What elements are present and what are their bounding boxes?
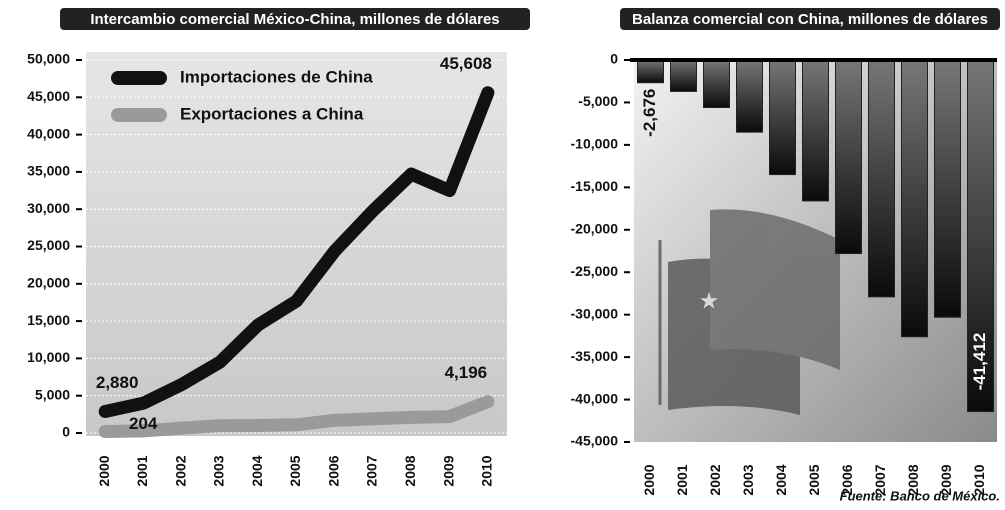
bar xyxy=(868,59,895,298)
x-tick-label: 2008 xyxy=(905,464,921,495)
legend-label: Importaciones de China xyxy=(180,67,373,86)
x-tick-label: 2001 xyxy=(134,455,150,486)
y-tick-label: -35,000 xyxy=(571,348,619,364)
title-bar xyxy=(620,8,1000,30)
x-tick-label: 2008 xyxy=(402,455,418,486)
x-tick-label: 2007 xyxy=(872,464,888,495)
y-tick-label: -15,000 xyxy=(571,178,619,194)
bar xyxy=(736,59,763,133)
line-series xyxy=(98,395,495,438)
data-label: 204 xyxy=(129,414,158,433)
bar xyxy=(703,59,730,109)
data-label: -2,676 xyxy=(640,89,659,137)
y-tick-label: 20,000 xyxy=(27,275,70,291)
y-tick-label: -20,000 xyxy=(571,220,619,236)
y-tick-label: 50,000 xyxy=(27,51,70,67)
x-tick-label: 2007 xyxy=(364,455,380,486)
line-series xyxy=(98,86,495,419)
x-tick-label: 2010 xyxy=(479,455,495,486)
y-tick-label: -5,000 xyxy=(578,93,618,109)
x-tick-label: 2003 xyxy=(740,464,756,495)
x-tick-label: 2005 xyxy=(287,455,303,486)
y-tick-label: -25,000 xyxy=(571,263,619,279)
bar xyxy=(637,59,664,84)
y-tick-label: -10,000 xyxy=(571,136,619,152)
y-tick-label: 15,000 xyxy=(27,312,70,328)
x-tick-label: 2005 xyxy=(806,464,822,495)
x-tick-label: 2000 xyxy=(96,455,112,486)
source-note: Fuente: Banco de México. xyxy=(840,488,1000,503)
title-bar xyxy=(60,8,530,30)
y-tick-label: 0 xyxy=(62,424,70,440)
y-tick-label: -45,000 xyxy=(571,433,619,449)
x-tick-label: 2002 xyxy=(172,455,188,486)
y-tick-label: 10,000 xyxy=(27,349,70,365)
bar xyxy=(802,59,829,202)
y-tick-label: 35,000 xyxy=(27,163,70,179)
x-tick-label: 2000 xyxy=(641,464,657,495)
bar xyxy=(769,59,796,176)
bar xyxy=(670,59,697,92)
y-tick-label: 0 xyxy=(610,51,618,67)
x-tick-label: 2003 xyxy=(211,455,227,486)
x-tick-label: 2009 xyxy=(938,464,954,495)
data-label: 4,196 xyxy=(445,363,488,382)
x-tick-label: 2002 xyxy=(707,464,723,495)
bar xyxy=(934,59,961,318)
x-tick-label: 2009 xyxy=(440,455,456,486)
x-tick-label: 2004 xyxy=(773,464,789,495)
bar xyxy=(901,59,928,338)
y-tick-label: 40,000 xyxy=(27,125,70,141)
x-tick-label: 2010 xyxy=(971,464,987,495)
chart-title: Intercambio comercial México-China, mill… xyxy=(90,11,499,28)
data-label: -41,412 xyxy=(970,333,989,391)
bar xyxy=(835,59,862,255)
svg-text:★: ★ xyxy=(700,290,718,312)
y-tick-label: 5,000 xyxy=(35,386,70,402)
legend-label: Exportaciones a China xyxy=(180,104,364,123)
y-tick-label: 25,000 xyxy=(27,237,70,253)
y-tick-label: 30,000 xyxy=(27,200,70,216)
x-tick-label: 2006 xyxy=(325,455,341,486)
flag-illustration: ★ xyxy=(658,209,840,415)
y-tick-label: 45,000 xyxy=(27,88,70,104)
data-label: 2,880 xyxy=(96,373,139,392)
x-tick-label: 2001 xyxy=(674,464,690,495)
x-tick-label: 2006 xyxy=(839,464,855,495)
x-tick-label: 2004 xyxy=(249,455,265,486)
chart-title: Balanza comercial con China, millones de… xyxy=(632,11,988,28)
y-tick-label: -30,000 xyxy=(571,305,619,321)
y-tick-label: -40,000 xyxy=(571,390,619,406)
data-label: 45,608 xyxy=(440,54,492,73)
